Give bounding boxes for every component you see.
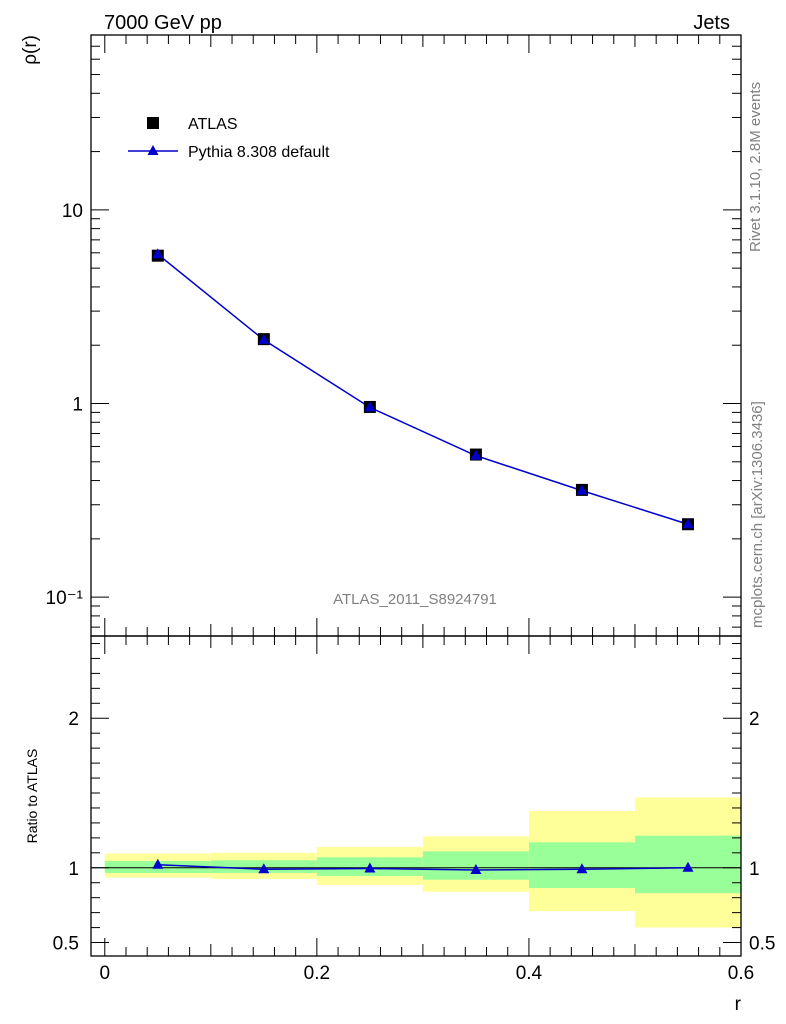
x-tick-label: 0.6 <box>728 963 754 984</box>
ratio-mc-line <box>157 864 688 871</box>
mc-data-point <box>576 484 588 495</box>
mc-data-point <box>258 333 270 344</box>
ratio-y-tick-label-right: 2 <box>749 709 760 730</box>
mc-data-point <box>152 248 164 259</box>
ratio-mc-point <box>576 863 588 874</box>
y-tick-label: 1 <box>72 395 83 416</box>
ratio-y-axis-label: Ratio to ATLAS <box>24 749 40 844</box>
ratio-mc-point <box>258 863 270 874</box>
ratio-mc-point <box>470 864 482 875</box>
ratio-frame <box>90 635 742 957</box>
ratio-y-tick-label-left: 0.5 <box>53 934 79 955</box>
x-tick-label: 0.2 <box>304 963 330 984</box>
mc-data-point <box>470 449 482 460</box>
ratio-y-tick-label-left: 1 <box>68 859 79 880</box>
y-axis-label: ρ(r) <box>20 35 41 65</box>
mcplots-reference-label: mcplots.cern.ch [arXiv:1306.3436] <box>749 401 766 628</box>
analysis-watermark: ATLAS_2011_S8924791 <box>333 591 497 608</box>
legend-mc-marker <box>147 145 159 155</box>
ratio-mc-point <box>364 862 376 873</box>
x-tick-label: 0 <box>99 963 110 984</box>
legend-atlas-marker <box>147 117 159 129</box>
legend-mc-label: Pythia 8.308 default <box>188 144 330 161</box>
ratio-panel: 0.5 0.5 1 1 2 2 Ratio to ATLAS 0 0.2 0.4 0.6 r <box>24 635 775 1015</box>
y-tick-label: 10 <box>62 201 83 222</box>
y-tick-label: 10⁻¹ <box>46 588 84 609</box>
legend-atlas-label: ATLAS <box>188 116 238 133</box>
x-tick-label: 0.4 <box>516 963 543 984</box>
ratio-mc-point <box>682 861 694 872</box>
mc-data-point <box>364 401 376 412</box>
plot-title-left: 7000 GeV pp <box>104 12 222 34</box>
mc-series-line <box>157 253 689 525</box>
mc-data-point <box>682 518 694 529</box>
ratio-y-tick-label-right: 0.5 <box>749 934 775 955</box>
plot-title-right: Jets <box>693 12 730 34</box>
main-panel: 10⁻¹ 1 10 ρ(r) ATLAS Pythia 8.308 default <box>20 34 742 637</box>
ratio-y-tick-label-left: 2 <box>68 709 79 730</box>
x-axis-label: r <box>735 994 742 1015</box>
ratio-y-tick-label-right: 1 <box>749 859 760 880</box>
rivet-version-label: Rivet 3.1.10, 2.8M events <box>747 82 764 252</box>
ratio-mc-point <box>152 858 164 869</box>
